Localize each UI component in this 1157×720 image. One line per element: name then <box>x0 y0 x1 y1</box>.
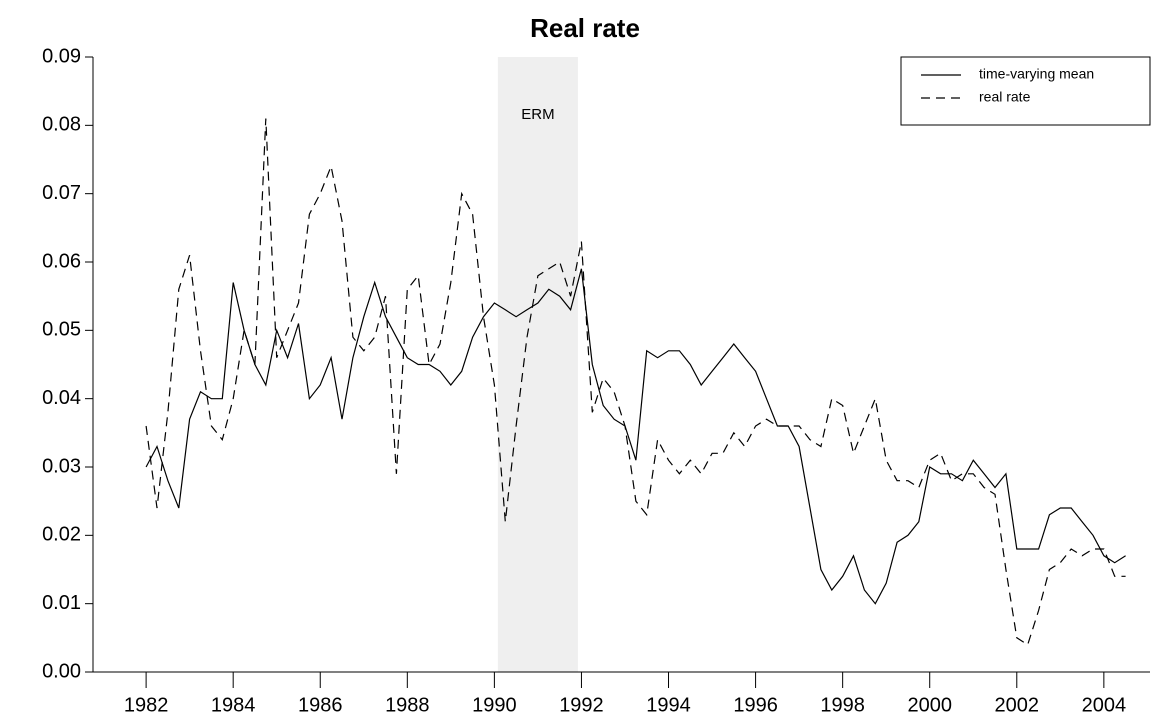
region-label: ERM <box>521 106 554 123</box>
series-line <box>145 118 1126 646</box>
shaded-region <box>497 57 578 672</box>
x-tick-label: 1988 <box>385 694 430 716</box>
y-tick-label: 0.08 <box>42 114 81 136</box>
y-tick-label: 0.06 <box>42 250 81 272</box>
legend-label: time-varying mean <box>979 66 1094 82</box>
x-tick-label: 2000 <box>907 694 952 716</box>
x-tick-label: 1982 <box>124 694 169 716</box>
x-tick-label: 1986 <box>298 694 343 716</box>
legend-box <box>900 56 1151 126</box>
x-tick-label: 2002 <box>995 694 1040 716</box>
y-tick-label: 0.04 <box>42 387 81 409</box>
y-tick-label: 0.07 <box>42 182 81 204</box>
x-tick-label: 1994 <box>646 694 691 716</box>
y-tick-label: 0.09 <box>42 45 81 67</box>
y-tick-label: 0.03 <box>42 455 81 477</box>
y-tick-label: 0.02 <box>42 524 81 546</box>
x-tick-label: 1998 <box>820 694 865 716</box>
y-tick-label: 0.05 <box>42 319 81 341</box>
x-tick-label: 1984 <box>211 694 256 716</box>
chart-title: Real rate <box>530 13 640 43</box>
x-tick-label: 1996 <box>733 694 778 716</box>
series-line <box>145 268 1126 605</box>
y-tick-label: 0.01 <box>42 592 81 614</box>
x-tick-label: 1990 <box>472 694 517 716</box>
x-tick-label: 1992 <box>559 694 604 716</box>
x-tick-label: 2004 <box>1082 694 1127 716</box>
legend-label: real rate <box>979 89 1031 105</box>
y-tick-label: 0.00 <box>42 660 81 682</box>
